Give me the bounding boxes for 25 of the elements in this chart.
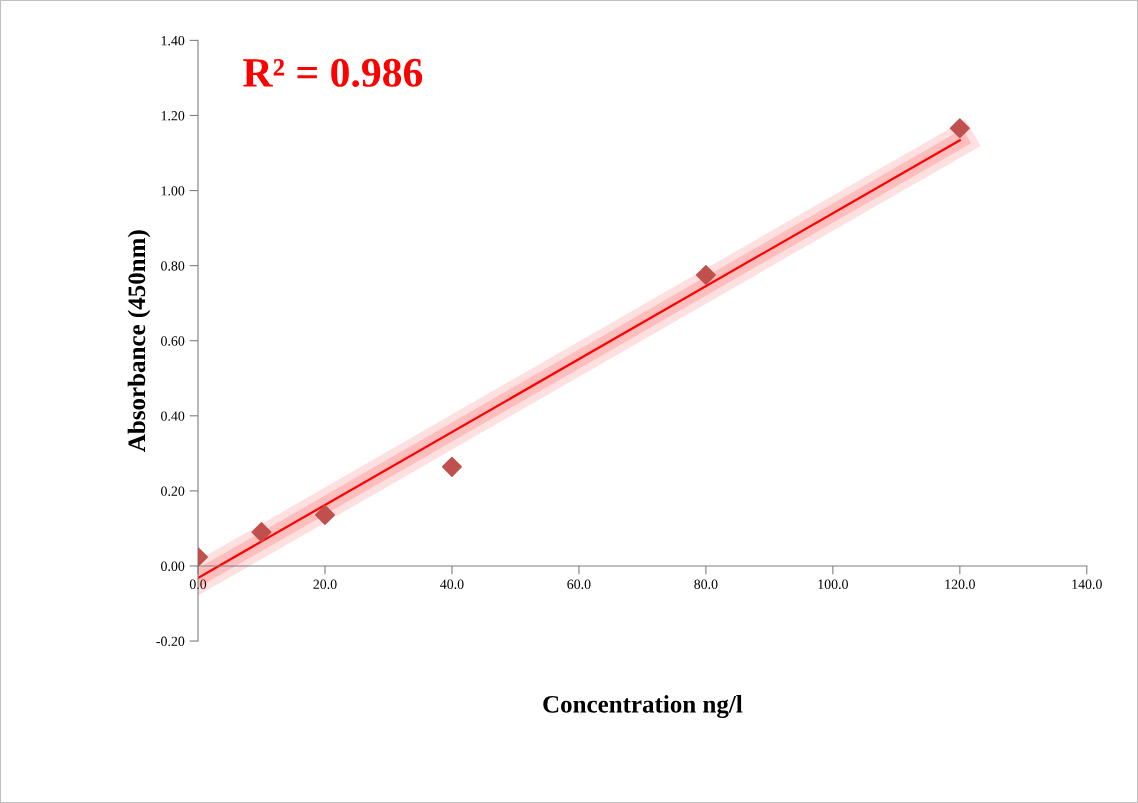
x-tick-label: 120.0 xyxy=(945,579,975,589)
x-tick-label: 100.0 xyxy=(818,579,848,589)
point xyxy=(441,456,462,477)
x-tick-label: 60.0 xyxy=(567,579,591,589)
point xyxy=(695,265,716,286)
y-tick-label: 0.20 xyxy=(161,486,185,496)
point xyxy=(949,118,970,139)
y-axis-title: Absorbance (450nm) xyxy=(127,230,151,452)
annotation: R² = 0.986 xyxy=(243,58,423,88)
y-tick-label: 1.40 xyxy=(161,35,185,46)
point xyxy=(251,522,272,543)
y-tick-label: 0.60 xyxy=(161,336,185,346)
y-tick-label: -0.20 xyxy=(156,636,185,647)
y-tick-label: 0.00 xyxy=(161,561,185,571)
point xyxy=(314,504,335,525)
x-tick-label: 20.0 xyxy=(313,579,337,589)
y-tick-label: 1.20 xyxy=(161,111,185,121)
x-axis-title: Concentration ng/l xyxy=(543,695,743,718)
x-tick-label: 140.0 xyxy=(1072,579,1102,589)
y-tick-label: 0.80 xyxy=(161,261,185,271)
x-tick-label: 40.0 xyxy=(440,579,464,589)
x-tick-label: 0.0 xyxy=(189,579,207,589)
x-tick-label: 80.0 xyxy=(694,579,718,589)
y-tick-label: 1.00 xyxy=(161,186,185,196)
y-tick-label: 0.40 xyxy=(161,411,185,421)
